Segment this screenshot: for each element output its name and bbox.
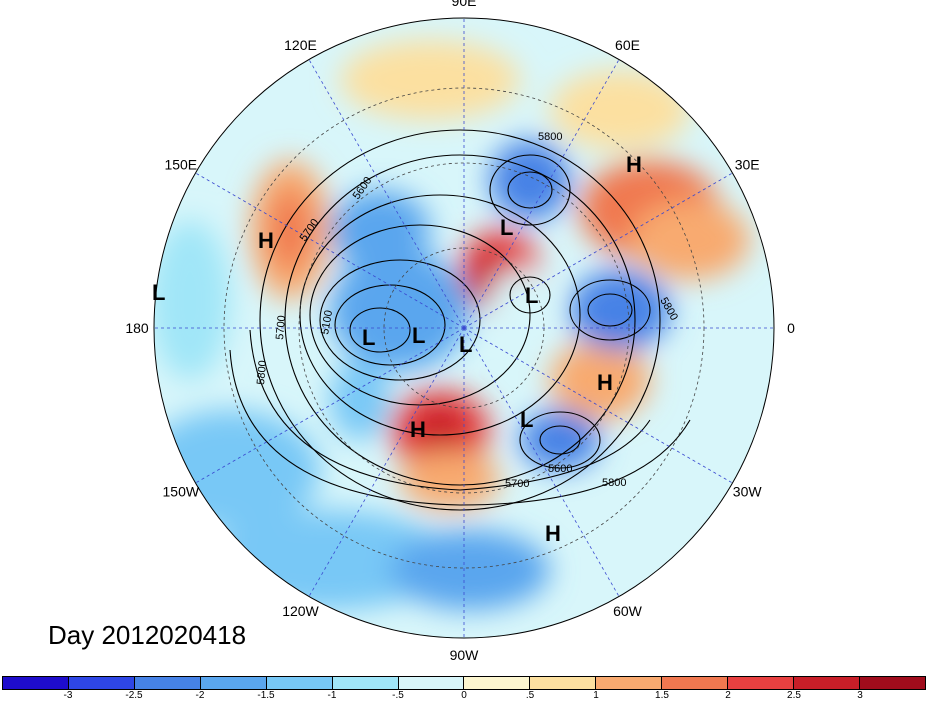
colorbar-swatch <box>794 677 860 689</box>
colorbar-tick-label: 3 <box>857 690 863 701</box>
colorbar-tick-label: -2 <box>195 690 205 701</box>
meridian-line <box>463 327 733 484</box>
colorbar-tick-label: -1 <box>327 690 337 701</box>
map-title: Day 2012020418 <box>48 620 247 650</box>
colorbar-tick-label: 1.5 <box>655 690 669 701</box>
contour-label: 5800 <box>255 360 269 385</box>
longitude-label: 30W <box>733 484 763 500</box>
colorbar-swatch <box>134 677 201 689</box>
colorbar-tick-label: -.5 <box>392 690 404 701</box>
longitude-label: 120E <box>284 37 317 53</box>
colorbar-tick-label: 0 <box>461 690 467 701</box>
longitude-label: 30E <box>735 157 760 173</box>
colorbar-tick-label: 2.5 <box>787 690 801 701</box>
colorbar-swatch <box>662 677 729 689</box>
colorbar-swatch <box>398 677 465 689</box>
colorbar-tick-label: -3 <box>63 690 73 701</box>
longitude-label: 60E <box>615 37 640 53</box>
colorbar-tick-label: .5 <box>525 690 535 701</box>
low-greenland: L <box>520 407 533 432</box>
low-canada-1: L <box>362 325 375 350</box>
anomaly-field <box>154 18 774 638</box>
longitude-label: 0 <box>787 320 795 336</box>
map-boundary <box>153 17 775 639</box>
colorbar-tick-label: -2.5 <box>125 690 143 701</box>
longitude-label: 60W <box>613 603 643 619</box>
high-atlantic: H <box>597 370 613 395</box>
low-labrador: L <box>459 332 472 357</box>
colorbar-swatch <box>68 677 135 689</box>
contour-label: 5800 <box>602 477 626 489</box>
low-siberia: L <box>500 215 513 240</box>
pressure-centers: H H H H H L L L L L L L <box>152 152 642 546</box>
high-caribbean: H <box>545 521 561 546</box>
longitude-label: 120W <box>282 603 319 619</box>
meridian-line <box>308 59 465 329</box>
colorbar-swatch <box>3 677 69 689</box>
meridian-line <box>308 327 465 597</box>
low-arctic: L <box>525 283 538 308</box>
colorbar <box>2 676 926 690</box>
colorbar-swatch <box>332 677 399 689</box>
colorbar-swatch <box>266 677 333 689</box>
high-east-asia: H <box>258 228 274 253</box>
colorbar-tick-label: -1.5 <box>257 690 275 701</box>
contour-label: 5800 <box>538 131 562 143</box>
colorbar-swatch <box>530 677 597 689</box>
colorbar-swatch <box>464 677 531 689</box>
longitude-label: 90W <box>450 647 480 663</box>
colorbar-swatch <box>728 677 795 689</box>
longitude-label: 180 <box>125 320 149 336</box>
contour-label: 5100 <box>319 309 335 335</box>
colorbar-tick-label: 2 <box>725 690 731 701</box>
low-north-pacific: L <box>152 280 165 305</box>
meridian-line <box>463 327 620 597</box>
graticule <box>154 18 774 638</box>
high-russia: H <box>626 152 642 177</box>
meridian-line <box>195 172 465 329</box>
colorbar-swatch <box>200 677 267 689</box>
high-central-us: H <box>410 417 426 442</box>
colorbar-swatch <box>596 677 663 689</box>
longitude-label: 90E <box>452 0 477 9</box>
contour-label: 5600 <box>548 463 572 475</box>
longitude-label: 150W <box>163 484 200 500</box>
contour-label: 5700 <box>274 315 288 340</box>
colorbar-swatch <box>859 677 925 689</box>
meridian-line <box>195 327 465 484</box>
colorbar-tick-label: 1 <box>593 690 599 701</box>
low-canada-2: L <box>412 323 425 348</box>
contour-label: 5700 <box>505 478 529 490</box>
longitude-labels: 90E 60E 30E 0 30W 60W 90W 120W 150W 180 150E 120E <box>125 0 795 663</box>
longitude-label: 150E <box>164 157 197 173</box>
meridian-line <box>463 59 620 329</box>
height-contours <box>229 129 691 511</box>
colorbar-ticks: -3 -2.5 -2 -1.5 -1 -.5 0 .5 1 1.5 2 2.5 3 <box>2 690 926 702</box>
meridian-line <box>463 172 733 329</box>
